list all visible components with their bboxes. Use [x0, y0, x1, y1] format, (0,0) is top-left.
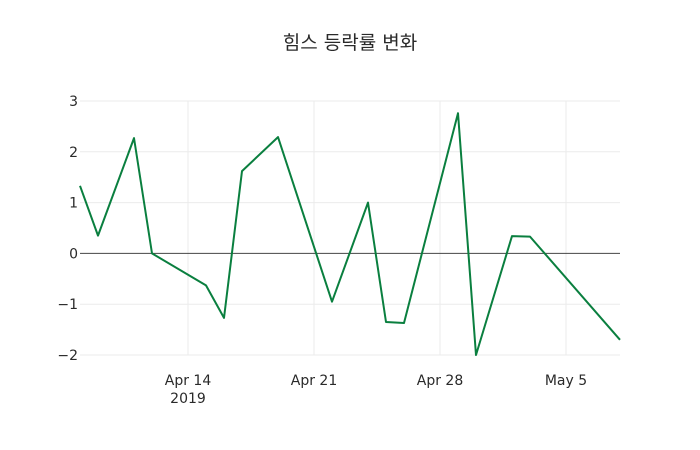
data-line — [79, 112, 621, 356]
y-tick-label: 1 — [69, 196, 78, 212]
y-tick-label: 0 — [69, 246, 78, 262]
x-tick-label: Apr 28 — [417, 373, 463, 389]
x-tick-label: Apr 14 — [165, 373, 212, 389]
chart-title: 힘스 등락률 변화 — [283, 32, 417, 54]
x-tick-year-label: 2019 — [170, 391, 206, 407]
y-tick-label: 2 — [69, 145, 78, 161]
series-line — [79, 112, 621, 356]
y-tick-label: −2 — [57, 348, 78, 364]
x-tick-label: Apr 21 — [291, 373, 337, 389]
y-tick-label: 3 — [69, 94, 78, 110]
x-axis: Apr 14 2019 Apr 21 Apr 28 May 5 — [165, 373, 587, 407]
y-axis: 3 2 1 0 −1 −2 — [57, 94, 78, 364]
grid-lines — [80, 100, 620, 356]
y-tick-label: −1 — [57, 297, 78, 313]
x-tick-label: May 5 — [545, 373, 587, 389]
